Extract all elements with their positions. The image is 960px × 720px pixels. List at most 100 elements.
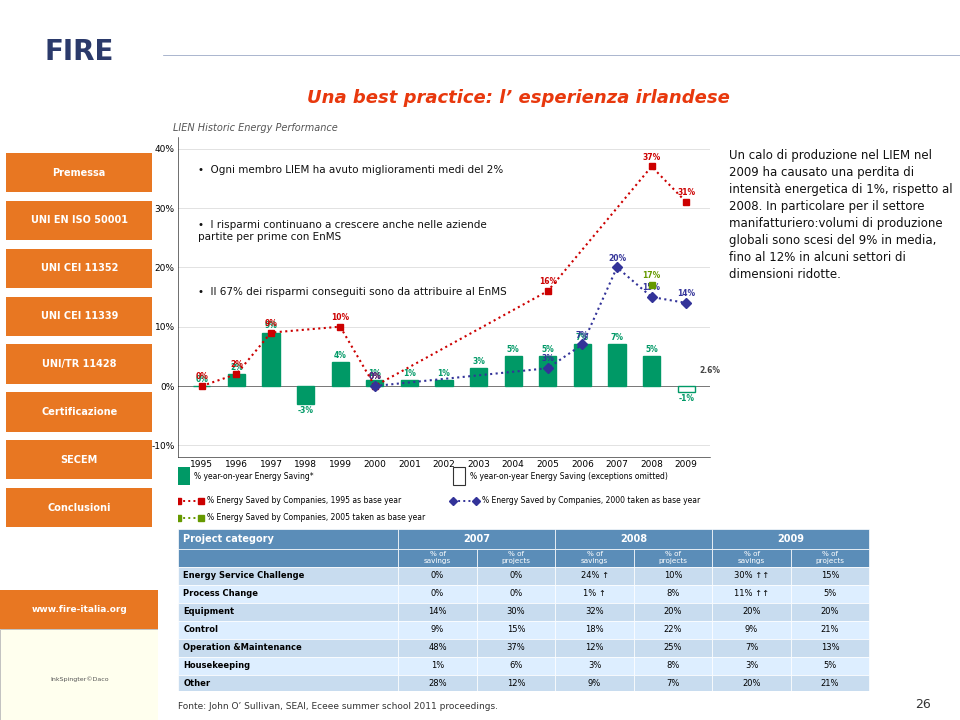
- Text: Fonte: John O’ Sullivan, SEAI, Eceee summer school 2011 proceedings.: Fonte: John O’ Sullivan, SEAI, Eceee sum…: [178, 703, 497, 711]
- Text: % of
projects: % of projects: [501, 552, 531, 564]
- Bar: [712, 639, 791, 657]
- Bar: [634, 639, 712, 657]
- Bar: [178, 529, 398, 549]
- Text: 5%: 5%: [645, 345, 658, 354]
- Text: 18%: 18%: [586, 626, 604, 634]
- Bar: [791, 585, 870, 603]
- Bar: [331, 362, 348, 386]
- Text: Energy Service Challenge: Energy Service Challenge: [183, 572, 304, 580]
- Bar: [712, 549, 791, 567]
- Text: Process Change: Process Change: [183, 590, 258, 598]
- Text: 3%: 3%: [588, 662, 601, 670]
- Text: 20%: 20%: [608, 253, 626, 263]
- Text: 48%: 48%: [428, 644, 447, 652]
- Text: 17%: 17%: [642, 271, 660, 280]
- Bar: [398, 549, 477, 567]
- Bar: [477, 639, 555, 657]
- Bar: [555, 675, 634, 693]
- Text: 13%: 13%: [821, 644, 839, 652]
- Bar: [7, 392, 152, 431]
- Bar: [634, 567, 712, 585]
- Bar: [453, 467, 466, 485]
- Bar: [791, 675, 870, 693]
- Text: 1%: 1%: [438, 369, 450, 378]
- Text: 24% ↑: 24% ↑: [581, 572, 609, 580]
- Bar: [791, 549, 870, 567]
- Bar: [470, 368, 488, 386]
- Bar: [7, 248, 152, 288]
- Bar: [398, 675, 477, 693]
- Bar: [574, 344, 591, 386]
- Bar: [398, 603, 477, 621]
- Text: 0%: 0%: [196, 374, 208, 384]
- Text: 9%: 9%: [265, 321, 277, 330]
- Text: 7%: 7%: [611, 333, 623, 342]
- Text: 0%: 0%: [369, 372, 381, 382]
- Text: •  Il 67% dei risparmi conseguiti sono da attribuire al EnMS: • Il 67% dei risparmi conseguiti sono da…: [198, 287, 506, 297]
- Text: -1%: -1%: [678, 395, 694, 403]
- Bar: [634, 585, 712, 603]
- Bar: [477, 657, 555, 675]
- Bar: [791, 621, 870, 639]
- Bar: [678, 386, 695, 392]
- Text: 1%: 1%: [431, 662, 444, 670]
- Bar: [634, 621, 712, 639]
- Bar: [477, 549, 555, 567]
- Text: 31%: 31%: [677, 189, 695, 197]
- Bar: [178, 467, 190, 485]
- Text: 1%: 1%: [369, 369, 381, 378]
- Text: 15%: 15%: [507, 626, 525, 634]
- Bar: [555, 657, 634, 675]
- Text: 6%: 6%: [510, 662, 523, 670]
- Text: •  I risparmi continuano a crescere anche nelle aziende
partite per prime con En: • I risparmi continuano a crescere anche…: [198, 220, 487, 243]
- Text: % of
savings: % of savings: [424, 552, 451, 564]
- Text: 9%: 9%: [745, 626, 758, 634]
- Bar: [228, 374, 245, 386]
- Text: Project category: Project category: [183, 534, 275, 544]
- Bar: [634, 657, 712, 675]
- Text: 21%: 21%: [821, 626, 839, 634]
- Text: UNI CEI 11339: UNI CEI 11339: [40, 311, 118, 321]
- Bar: [555, 529, 712, 549]
- Text: % of
projects: % of projects: [659, 552, 687, 564]
- Bar: [398, 639, 477, 657]
- Text: 7%: 7%: [745, 644, 758, 652]
- Text: % of
savings: % of savings: [738, 552, 765, 564]
- Text: 3%: 3%: [541, 354, 554, 364]
- Text: InkSpingter©Daco: InkSpingter©Daco: [50, 676, 108, 682]
- Bar: [505, 356, 522, 386]
- Text: 0%: 0%: [196, 372, 208, 382]
- Text: 1% ↑: 1% ↑: [583, 590, 606, 598]
- Bar: [178, 621, 398, 639]
- Text: 7%: 7%: [666, 680, 680, 688]
- Text: 22%: 22%: [663, 626, 683, 634]
- Text: 9%: 9%: [431, 626, 444, 634]
- Text: 10%: 10%: [331, 313, 349, 322]
- Text: 7%: 7%: [576, 330, 588, 340]
- Text: 7%: 7%: [576, 333, 588, 342]
- Text: 8%: 8%: [666, 662, 680, 670]
- Text: 37%: 37%: [507, 644, 525, 652]
- Text: Equipment: Equipment: [183, 608, 234, 616]
- Text: % Energy Saved by Companies, 1995 as base year: % Energy Saved by Companies, 1995 as bas…: [206, 497, 401, 505]
- Bar: [555, 567, 634, 585]
- Text: 5%: 5%: [824, 662, 837, 670]
- Bar: [477, 567, 555, 585]
- Bar: [712, 603, 791, 621]
- Text: 0%: 0%: [510, 590, 522, 598]
- Text: 14%: 14%: [677, 289, 695, 298]
- Text: 0%: 0%: [431, 590, 444, 598]
- Text: •  Ogni membro LIEM ha avuto miglioramenti medi del 2%: • Ogni membro LIEM ha avuto migliorament…: [198, 165, 503, 175]
- Bar: [555, 549, 634, 567]
- Text: 5%: 5%: [507, 345, 519, 354]
- Text: % of
savings: % of savings: [581, 552, 609, 564]
- Bar: [398, 657, 477, 675]
- Bar: [398, 529, 555, 549]
- Bar: [791, 657, 870, 675]
- Text: 15%: 15%: [821, 572, 839, 580]
- Text: 28%: 28%: [428, 680, 447, 688]
- Bar: [643, 356, 660, 386]
- Text: 32%: 32%: [586, 608, 604, 616]
- Bar: [477, 675, 555, 693]
- Text: Other: Other: [183, 680, 210, 688]
